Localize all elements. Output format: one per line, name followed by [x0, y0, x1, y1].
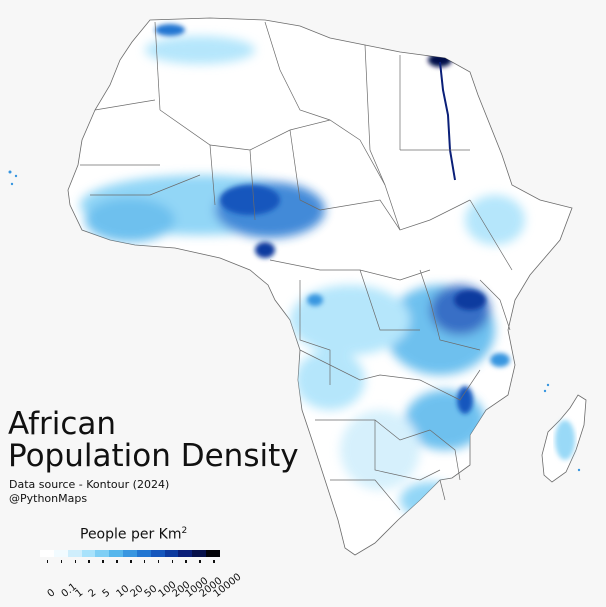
legend-tick [102, 560, 104, 563]
legend-tick [74, 560, 77, 563]
title-line-2: Population Density [8, 438, 299, 474]
map-title: African Population Density [8, 408, 299, 472]
source-line-1: Data source - Kontour (2024) [9, 478, 170, 491]
source-line-2: @PythonMaps [9, 492, 88, 505]
legend-tick [46, 560, 49, 563]
legend-swatch [150, 550, 165, 557]
legend-tick-label: 1 [73, 587, 86, 600]
legend-tick [88, 560, 90, 563]
legend-tick-labels: 0 0.1 1 2 5 10 20 50 100 200 1000 2000 10000 [40, 566, 260, 606]
legend-tick [143, 560, 146, 563]
legend-tick-label: 5 [100, 587, 113, 600]
legend-swatch [178, 550, 193, 557]
africa-landmass [67, 17, 573, 556]
legend-title-text: People per Km [80, 526, 182, 543]
legend-colorbar [40, 550, 220, 557]
legend-tick-label: 2 [87, 587, 99, 600]
data-source: Data source - Kontour (2024) @PythonMaps [9, 478, 169, 506]
legend-title-superscript: 2 [181, 526, 188, 536]
legend-tick-label: 0 [45, 587, 58, 600]
legend-tick [60, 560, 63, 563]
legend-title: People per Km2 [80, 526, 187, 543]
legend-swatch [40, 550, 54, 557]
legend-swatch [136, 550, 151, 557]
legend-swatch [67, 550, 82, 557]
legend-tick [116, 560, 118, 563]
legend-tick [199, 560, 201, 563]
legend-swatch [123, 550, 137, 557]
legend-tick [171, 560, 174, 563]
legend-swatch [81, 550, 96, 557]
legend-tick [185, 560, 187, 563]
country-borders [80, 21, 513, 511]
legend-tick [130, 560, 132, 563]
legend-swatch [164, 550, 179, 557]
legend-ticks [40, 560, 220, 564]
legend-tick [213, 560, 215, 563]
legend-swatch [109, 550, 124, 557]
islands [8, 170, 581, 472]
legend-swatch [53, 550, 68, 557]
legend-swatch [206, 550, 220, 557]
legend-tick [157, 560, 160, 563]
legend-swatch [95, 550, 110, 557]
legend-swatch [192, 550, 207, 557]
title-line-1: African [8, 406, 117, 442]
